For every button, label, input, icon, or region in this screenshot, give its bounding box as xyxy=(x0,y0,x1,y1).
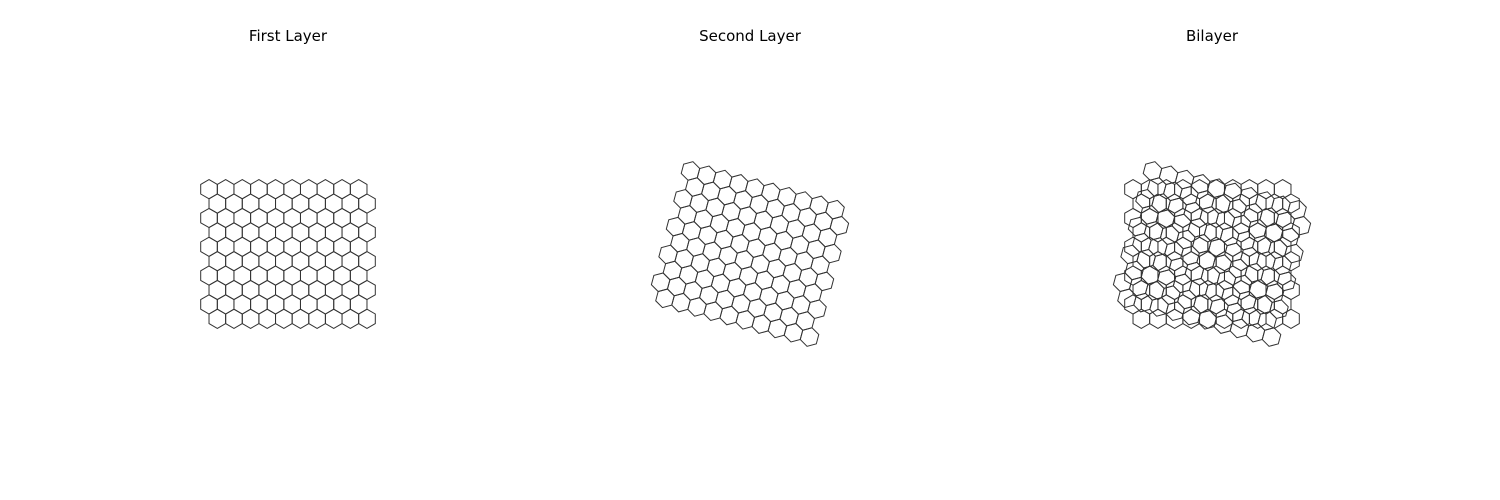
hexagon-cell xyxy=(814,271,835,292)
bilayer-lattice xyxy=(1112,161,1312,347)
hexagon-cell xyxy=(829,215,850,236)
first-layer-panel: First Layer xyxy=(38,0,538,500)
panel-title: First Layer xyxy=(248,27,328,45)
hexagon-cell xyxy=(1269,299,1289,320)
hexagon-cell xyxy=(1261,327,1282,347)
hexagon-cell xyxy=(1291,215,1312,236)
first-layer-lattice xyxy=(200,179,376,329)
bilayer-panel: Bilayer xyxy=(962,0,1462,500)
hexagon-cell xyxy=(822,243,842,264)
lattice-layer-1 xyxy=(1124,179,1300,329)
hexagon-cell xyxy=(799,327,820,347)
panel-title: Second Layer xyxy=(699,27,801,45)
hexagon-cell xyxy=(1282,308,1300,329)
lattice-layer-1 xyxy=(650,161,850,347)
lattice-layer-2 xyxy=(1112,161,1312,347)
hexagon-cell xyxy=(807,299,827,320)
lattice-layer-1 xyxy=(200,179,376,329)
panel-title: Bilayer xyxy=(1185,27,1239,45)
second-layer-lattice xyxy=(650,161,850,347)
hexagon-cell xyxy=(358,308,376,329)
second-layer-panel: Second Layer xyxy=(500,0,1000,500)
